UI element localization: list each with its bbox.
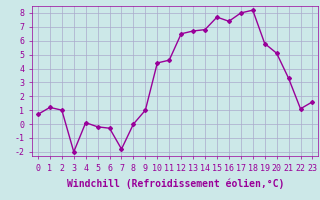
X-axis label: Windchill (Refroidissement éolien,°C): Windchill (Refroidissement éolien,°C) xyxy=(67,178,284,189)
